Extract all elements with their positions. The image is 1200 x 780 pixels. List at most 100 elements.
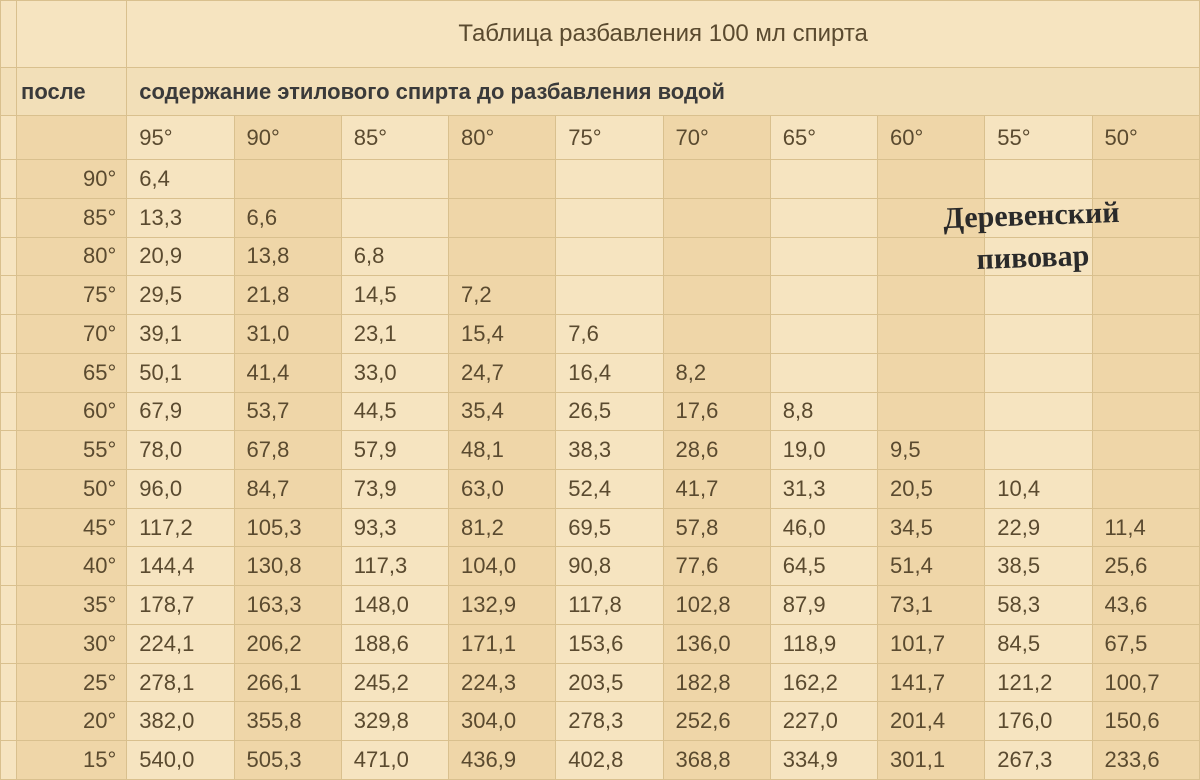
data-cell: 44,5 bbox=[341, 392, 448, 431]
data-cell: 505,3 bbox=[234, 741, 341, 780]
data-cell: 171,1 bbox=[449, 624, 556, 663]
data-cell: 29,5 bbox=[127, 276, 234, 315]
dilution-table: Таблица разбавления 100 мл спиртапослесо… bbox=[0, 0, 1200, 780]
data-cell: 16,4 bbox=[556, 353, 663, 392]
data-cell bbox=[663, 315, 770, 354]
column-header: 90° bbox=[234, 116, 341, 160]
data-cell bbox=[556, 198, 663, 237]
data-cell bbox=[1092, 198, 1199, 237]
data-cell bbox=[1092, 160, 1199, 199]
data-cell: 233,6 bbox=[1092, 741, 1199, 780]
data-cell: 136,0 bbox=[663, 624, 770, 663]
data-cell: 96,0 bbox=[127, 470, 234, 509]
data-cell: 51,4 bbox=[878, 547, 985, 586]
data-cell: 117,8 bbox=[556, 586, 663, 625]
row-header: 55° bbox=[17, 431, 127, 470]
row-header: 70° bbox=[17, 315, 127, 354]
data-cell: 117,2 bbox=[127, 508, 234, 547]
data-cell bbox=[663, 237, 770, 276]
data-cell: 10,4 bbox=[985, 470, 1092, 509]
data-cell: 252,6 bbox=[663, 702, 770, 741]
data-cell: 150,6 bbox=[1092, 702, 1199, 741]
data-cell: 144,4 bbox=[127, 547, 234, 586]
data-cell bbox=[1092, 276, 1199, 315]
data-cell: 52,4 bbox=[556, 470, 663, 509]
data-cell: 22,9 bbox=[985, 508, 1092, 547]
data-cell: 57,9 bbox=[341, 431, 448, 470]
data-cell bbox=[663, 198, 770, 237]
data-cell bbox=[878, 276, 985, 315]
data-cell: 382,0 bbox=[127, 702, 234, 741]
row-header: 60° bbox=[17, 392, 127, 431]
data-cell: 304,0 bbox=[449, 702, 556, 741]
data-cell: 121,2 bbox=[985, 663, 1092, 702]
data-cell: 64,5 bbox=[770, 547, 877, 586]
data-cell: 53,7 bbox=[234, 392, 341, 431]
data-cell: 227,0 bbox=[770, 702, 877, 741]
data-cell: 13,8 bbox=[234, 237, 341, 276]
data-cell: 301,1 bbox=[878, 741, 985, 780]
data-cell bbox=[663, 276, 770, 315]
data-cell bbox=[985, 237, 1092, 276]
row-header: 50° bbox=[17, 470, 127, 509]
data-cell: 201,4 bbox=[878, 702, 985, 741]
data-cell bbox=[985, 315, 1092, 354]
row-header: 15° bbox=[17, 741, 127, 780]
data-cell: 101,7 bbox=[878, 624, 985, 663]
data-cell: 84,5 bbox=[985, 624, 1092, 663]
data-cell: 176,0 bbox=[985, 702, 1092, 741]
data-cell: 78,0 bbox=[127, 431, 234, 470]
data-cell: 368,8 bbox=[663, 741, 770, 780]
column-header: 55° bbox=[985, 116, 1092, 160]
data-cell: 11,4 bbox=[1092, 508, 1199, 547]
data-cell: 104,0 bbox=[449, 547, 556, 586]
data-cell bbox=[556, 237, 663, 276]
data-cell bbox=[985, 198, 1092, 237]
data-cell: 9,5 bbox=[878, 431, 985, 470]
data-cell: 132,9 bbox=[449, 586, 556, 625]
data-cell: 224,3 bbox=[449, 663, 556, 702]
row-header: 35° bbox=[17, 586, 127, 625]
data-cell bbox=[1092, 353, 1199, 392]
data-cell: 17,6 bbox=[663, 392, 770, 431]
data-cell: 278,1 bbox=[127, 663, 234, 702]
data-cell: 38,5 bbox=[985, 547, 1092, 586]
data-cell: 39,1 bbox=[127, 315, 234, 354]
data-cell: 436,9 bbox=[449, 741, 556, 780]
data-cell: 73,1 bbox=[878, 586, 985, 625]
data-cell: 148,0 bbox=[341, 586, 448, 625]
data-cell: 84,7 bbox=[234, 470, 341, 509]
data-cell: 41,7 bbox=[663, 470, 770, 509]
row-header: 80° bbox=[17, 237, 127, 276]
data-cell: 25,6 bbox=[1092, 547, 1199, 586]
data-cell bbox=[341, 160, 448, 199]
data-cell bbox=[770, 315, 877, 354]
data-cell: 20,5 bbox=[878, 470, 985, 509]
data-cell: 58,3 bbox=[985, 586, 1092, 625]
row-header: 90° bbox=[17, 160, 127, 199]
column-header: 80° bbox=[449, 116, 556, 160]
data-cell: 90,8 bbox=[556, 547, 663, 586]
data-cell bbox=[985, 392, 1092, 431]
row-header: 65° bbox=[17, 353, 127, 392]
data-cell: 163,3 bbox=[234, 586, 341, 625]
data-cell bbox=[770, 353, 877, 392]
row-header: 40° bbox=[17, 547, 127, 586]
data-cell: 77,6 bbox=[663, 547, 770, 586]
subheader-after: после bbox=[17, 68, 127, 116]
data-cell bbox=[449, 237, 556, 276]
data-cell: 73,9 bbox=[341, 470, 448, 509]
data-cell: 266,1 bbox=[234, 663, 341, 702]
subheader-before: содержание этилового спирта до разбавлен… bbox=[127, 68, 1200, 116]
data-cell bbox=[985, 276, 1092, 315]
data-cell bbox=[1092, 470, 1199, 509]
data-cell: 46,0 bbox=[770, 508, 877, 547]
table-title: Таблица разбавления 100 мл спирта bbox=[127, 1, 1200, 68]
data-cell: 23,1 bbox=[341, 315, 448, 354]
data-cell bbox=[449, 160, 556, 199]
data-cell: 7,6 bbox=[556, 315, 663, 354]
data-cell: 402,8 bbox=[556, 741, 663, 780]
data-cell: 6,6 bbox=[234, 198, 341, 237]
data-cell: 206,2 bbox=[234, 624, 341, 663]
data-cell: 31,0 bbox=[234, 315, 341, 354]
